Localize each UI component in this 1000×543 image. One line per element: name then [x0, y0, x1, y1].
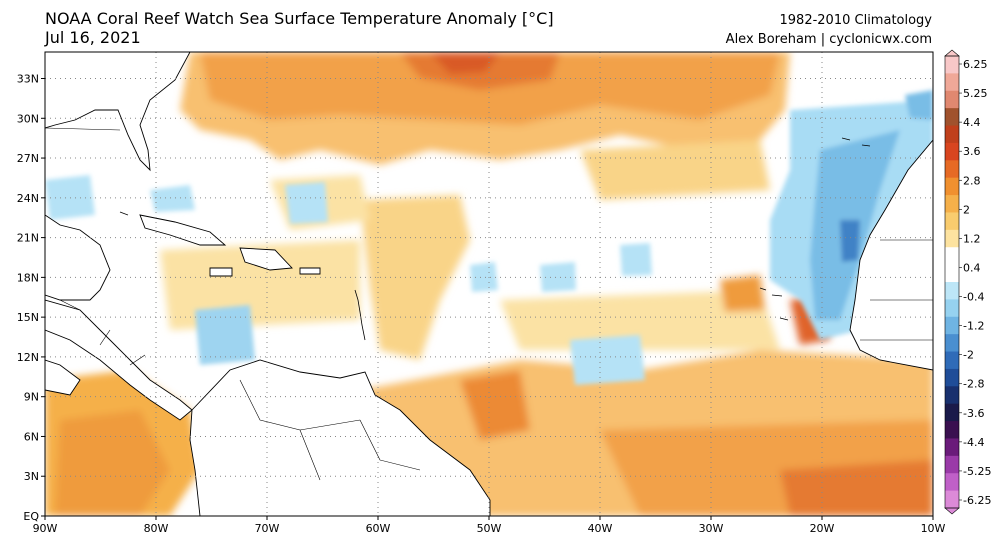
colorbar-swatch	[945, 212, 959, 231]
colorbar-label: 2.8	[963, 174, 981, 187]
map-title-block: NOAA Coral Reef Watch Sea Surface Temper…	[45, 9, 554, 47]
author-credit: Alex Boreham | cyclonicwx.com	[725, 32, 932, 47]
colorbar-label: 5.25	[963, 87, 988, 100]
colorbar-label: -3.6	[963, 407, 984, 420]
colorbar-label: 1.2	[963, 232, 981, 245]
lat-label: 12N	[17, 351, 39, 364]
lat-label: 24N	[17, 192, 39, 205]
lat-label: 33N	[17, 73, 39, 86]
colorbar-label: 2	[963, 203, 970, 216]
colorbar-swatch	[945, 108, 959, 127]
colorbar-swatch	[945, 490, 959, 509]
map-date: Jul 16, 2021	[45, 28, 141, 47]
lat-label: 6N	[24, 430, 39, 443]
colorbar-swatch	[945, 160, 959, 179]
colorbar-max-arrow	[944, 49, 960, 57]
colorbar-frame	[944, 55, 960, 509]
land-outlines	[45, 52, 933, 516]
colorbar-swatch	[945, 229, 959, 248]
colorbar-swatch	[945, 142, 959, 161]
colorbar-swatch	[945, 316, 959, 335]
lat-label: 9N	[24, 391, 39, 404]
graticule	[45, 52, 933, 516]
colorbar-label: -6.25	[963, 494, 991, 507]
warm-anomaly-field	[45, 52, 933, 516]
lon-label: 10W	[921, 522, 946, 535]
colorbar-label: -5.25	[963, 465, 991, 478]
colorbar-swatch	[945, 299, 959, 318]
colorbar-label: -1.2	[963, 320, 984, 333]
credit-block: 1982-2010 Climatology Alex Boreham | cyc…	[726, 11, 932, 49]
colorbar-label: 3.6	[963, 145, 981, 158]
lon-label: 80W	[144, 522, 169, 535]
lon-label: 20W	[810, 522, 835, 535]
colorbar-swatch	[945, 386, 959, 405]
climatology-label: 1982-2010 Climatology	[779, 13, 932, 28]
colorbar-swatch	[945, 403, 959, 422]
colorbar-min-arrow	[944, 507, 960, 515]
colorbar-label: 0.4	[963, 261, 981, 274]
colorbar-swatch	[945, 455, 959, 474]
lon-label: 30W	[699, 522, 724, 535]
colorbar-swatch	[945, 195, 959, 213]
lat-label: 30N	[17, 112, 39, 125]
map-title: NOAA Coral Reef Watch Sea Surface Temper…	[45, 9, 554, 28]
lat-label: 21N	[17, 232, 39, 245]
colorbar-label: -4.4	[963, 436, 984, 449]
country-borders	[45, 127, 933, 481]
lat-label: 18N	[17, 271, 39, 284]
lon-label: 60W	[366, 522, 391, 535]
colorbar-swatch	[945, 421, 959, 439]
lon-label: 50W	[477, 522, 502, 535]
colorbar-swatch	[945, 264, 959, 283]
lon-label: 70W	[255, 522, 280, 535]
map-plot-area	[45, 52, 933, 516]
lat-label: 3N	[24, 470, 39, 483]
colorbar-swatch	[945, 351, 959, 370]
lon-label: 90W	[33, 522, 58, 535]
colorbar: 6.25 5.25 4.4 3.6 2.8 2 1.2 0.4 -0.4 -1.2 -2 -2.8 -3…	[944, 49, 991, 515]
lat-label: EQ	[23, 510, 39, 523]
colorbar-label: -0.4	[963, 291, 984, 304]
colorbar-swatch	[945, 125, 959, 144]
lat-label: 27N	[17, 152, 39, 165]
lat-label: 15N	[17, 311, 39, 324]
colorbar-label: 6.25	[963, 58, 988, 71]
colorbar-swatch	[945, 56, 959, 74]
colorbar-swatch	[945, 247, 959, 266]
colorbar-swatch	[945, 334, 959, 353]
colorbar-swatch	[945, 473, 959, 492]
colorbar-label: -2	[963, 349, 974, 362]
colorbar-swatch	[945, 438, 959, 457]
colorbar-swatch	[945, 282, 959, 300]
colorbar-swatch	[945, 73, 959, 92]
cool-anomaly-field	[45, 90, 933, 385]
colorbar-swatch	[945, 368, 959, 387]
colorbar-label: 4.4	[963, 116, 981, 129]
island-outlines	[119, 137, 871, 341]
colorbar-swatch	[945, 90, 959, 109]
colorbar-swatch	[945, 177, 959, 196]
colorbar-label: -2.8	[963, 378, 984, 391]
lon-label: 40W	[588, 522, 613, 535]
